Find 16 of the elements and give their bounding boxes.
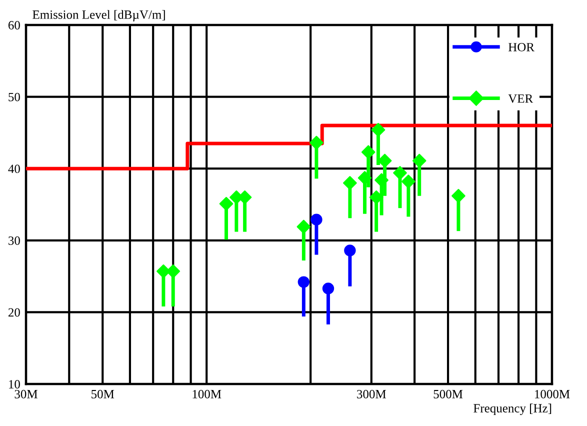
y-tick-label: 20	[8, 308, 20, 317]
x-tick-label: 100M	[192, 390, 222, 398]
x-tick-label: 1000M	[535, 390, 570, 398]
y-tick-label: 40	[8, 164, 20, 174]
x-tick-label: 50M	[92, 390, 114, 398]
y-tick-label: 10	[9, 380, 20, 388]
x-tick-label: 300M	[357, 390, 386, 398]
y-tick-label: 30	[8, 236, 20, 245]
legend-label: HOR	[508, 42, 534, 52]
y-tick-label: 50	[8, 92, 20, 102]
y-tick-label: 60	[8, 21, 20, 30]
legend-label: VER	[508, 94, 534, 103]
x-tick-label: 30M	[14, 390, 38, 398]
y-axis-title: Emission Level [dBµV/m]	[32, 10, 165, 22]
x-tick-label: 500M	[434, 390, 463, 398]
x-axis-title: Frequency [Hz]	[474, 404, 552, 416]
